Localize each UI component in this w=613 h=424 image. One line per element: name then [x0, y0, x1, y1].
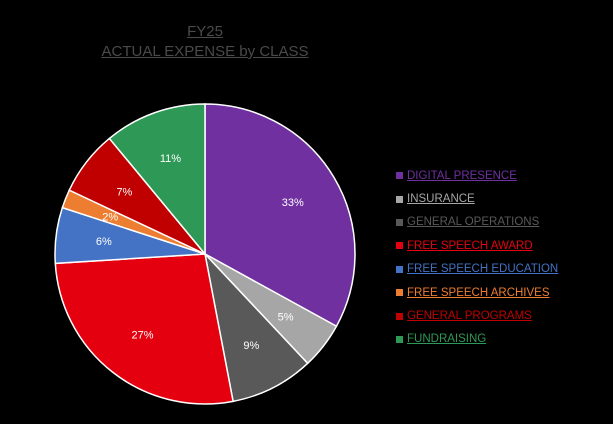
- legend-item: FREE SPEECH ARCHIVES: [396, 281, 558, 304]
- legend-item: GENERAL PROGRAMS: [396, 304, 558, 327]
- legend-swatch: [396, 218, 403, 226]
- legend-label: GENERAL PROGRAMS: [407, 310, 532, 323]
- slice-label: 11%: [160, 153, 181, 165]
- legend-label: FUNDRAISING: [407, 333, 487, 346]
- legend-swatch: [396, 265, 403, 273]
- legend-item: FUNDRAISING: [396, 328, 558, 351]
- legend-label: INSURANCE: [407, 193, 475, 206]
- chart-title-line-2: ACTUAL EXPENSE by CLASS: [101, 43, 309, 60]
- slice-label: 27%: [131, 330, 153, 342]
- legend-item: DIGITAL PRESENCE: [396, 164, 558, 187]
- legend-label: DIGITAL PRESENCE: [407, 169, 517, 182]
- legend-label: FREE SPEECH ARCHIVES: [407, 286, 550, 299]
- legend-swatch: [396, 335, 403, 343]
- slice-label: 7%: [116, 186, 132, 198]
- legend-swatch: [396, 242, 403, 250]
- pie-slice-general-operations: [203, 251, 309, 403]
- legend-item: FREE SPEECH AWARD: [396, 234, 558, 257]
- slice-label: 6%: [96, 236, 112, 248]
- pie-slice-fundraising: [108, 103, 206, 257]
- slice-label: 5%: [278, 312, 294, 324]
- legend-swatch: [396, 172, 403, 180]
- legend-item: INSURANCE: [396, 187, 558, 210]
- legend-swatch: [396, 289, 403, 297]
- chart-title-line-1: FY25: [187, 23, 223, 40]
- legend-label: FREE SPEECH AWARD: [407, 239, 533, 252]
- legend-label: FREE SPEECH EDUCATION: [407, 263, 559, 276]
- legend-label: GENERAL OPERATIONS: [407, 216, 540, 229]
- legend: DIGITAL PRESENCE INSURANCE GENERAL OPERATI…: [396, 164, 558, 351]
- pie-slice-free-speech-award: [54, 253, 234, 405]
- legend-swatch: [396, 195, 403, 203]
- legend-item: GENERAL OPERATIONS: [396, 211, 558, 234]
- chart-title: FY25 ACTUAL EXPENSE by CLASS: [40, 22, 370, 62]
- slice-label: 33%: [282, 197, 304, 209]
- slice-label: 2%: [102, 211, 118, 223]
- legend-swatch: [396, 312, 403, 320]
- pie-slice-digital-presence: [204, 103, 356, 328]
- slice-label: 9%: [243, 340, 259, 352]
- legend-item: FREE SPEECH EDUCATION: [396, 258, 558, 281]
